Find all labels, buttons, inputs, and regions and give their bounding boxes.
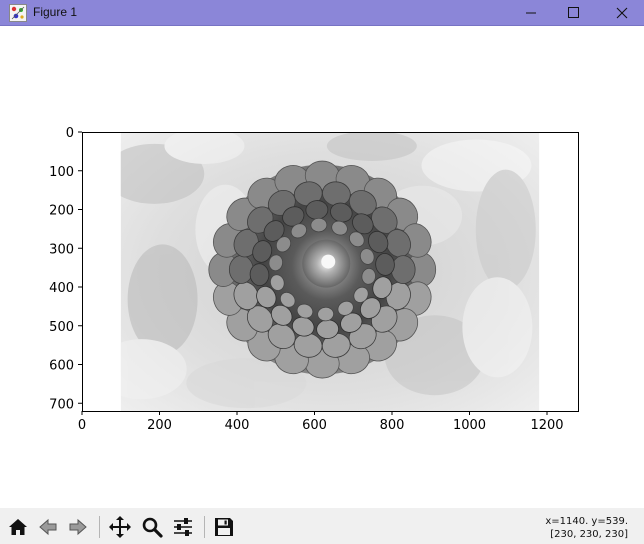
- y-tick-label: 0: [66, 126, 74, 141]
- back-button[interactable]: [35, 514, 61, 540]
- move-icon: [109, 516, 131, 538]
- cursor-pixel-value: [230, 230, 230]: [550, 529, 628, 540]
- home-icon: [9, 519, 27, 535]
- cursor-coordinates: x=1140. y=539.: [545, 516, 628, 527]
- figure-app-icon: [9, 4, 27, 22]
- plot-axes[interactable]: 0 200 400 600 800 1000 1200 0 100 200 300 400 500 60…: [0, 27, 644, 507]
- axes-frame: [82, 132, 579, 412]
- y-tick-label: 700: [49, 397, 74, 412]
- minimize-icon: [526, 12, 536, 14]
- close-icon: [616, 7, 628, 19]
- x-tick-label: 1000: [453, 418, 486, 433]
- y-tick-label: 400: [49, 281, 74, 296]
- back-arrow-icon: [39, 518, 57, 536]
- configure-subplots-button[interactable]: [170, 514, 196, 540]
- maximize-button[interactable]: [552, 0, 598, 26]
- y-tick-label: 200: [49, 204, 74, 219]
- sliders-icon: [174, 518, 192, 536]
- x-tick-label: 400: [225, 418, 250, 433]
- save-button[interactable]: [211, 514, 237, 540]
- y-tick-label: 500: [49, 320, 74, 335]
- x-tick-label: 800: [380, 418, 405, 433]
- home-button[interactable]: [5, 514, 31, 540]
- pan-button[interactable]: [107, 514, 133, 540]
- navigation-toolbar: x=1140. y=539. [230, 230, 230]: [0, 508, 644, 544]
- forward-arrow-icon: [69, 518, 87, 536]
- magnifier-icon: [142, 517, 163, 538]
- maximize-icon: [568, 7, 579, 18]
- y-axis: 0 100 200 300 400 500 600 700: [49, 126, 82, 412]
- y-tick-label: 100: [49, 165, 74, 180]
- x-tick-label: 1200: [530, 418, 563, 433]
- x-tick-label: 200: [147, 418, 172, 433]
- floppy-disk-icon: [215, 518, 233, 536]
- figure-canvas[interactable]: 0 200 400 600 800 1000 1200 0 100 200 300 400 500 60…: [0, 27, 644, 507]
- forward-button[interactable]: [65, 514, 91, 540]
- dahlia-grayscale-image: [120, 132, 540, 411]
- window-title: Figure 1: [33, 5, 78, 19]
- zoom-button[interactable]: [139, 514, 165, 540]
- cursor-readout: x=1140. y=539. [230, 230, 230]: [508, 515, 628, 541]
- title-bar: Figure 1: [0, 0, 644, 26]
- y-tick-label: 600: [49, 359, 74, 374]
- toolbar-separator: [204, 516, 205, 538]
- close-button[interactable]: [598, 0, 644, 26]
- minimize-button[interactable]: [508, 0, 554, 26]
- x-tick-label: 600: [302, 418, 327, 433]
- toolbar-separator: [99, 516, 100, 538]
- x-axis: 0 200 400 600 800 1000 1200: [78, 411, 564, 433]
- y-tick-label: 300: [49, 242, 74, 257]
- x-tick-label: 0: [78, 418, 86, 433]
